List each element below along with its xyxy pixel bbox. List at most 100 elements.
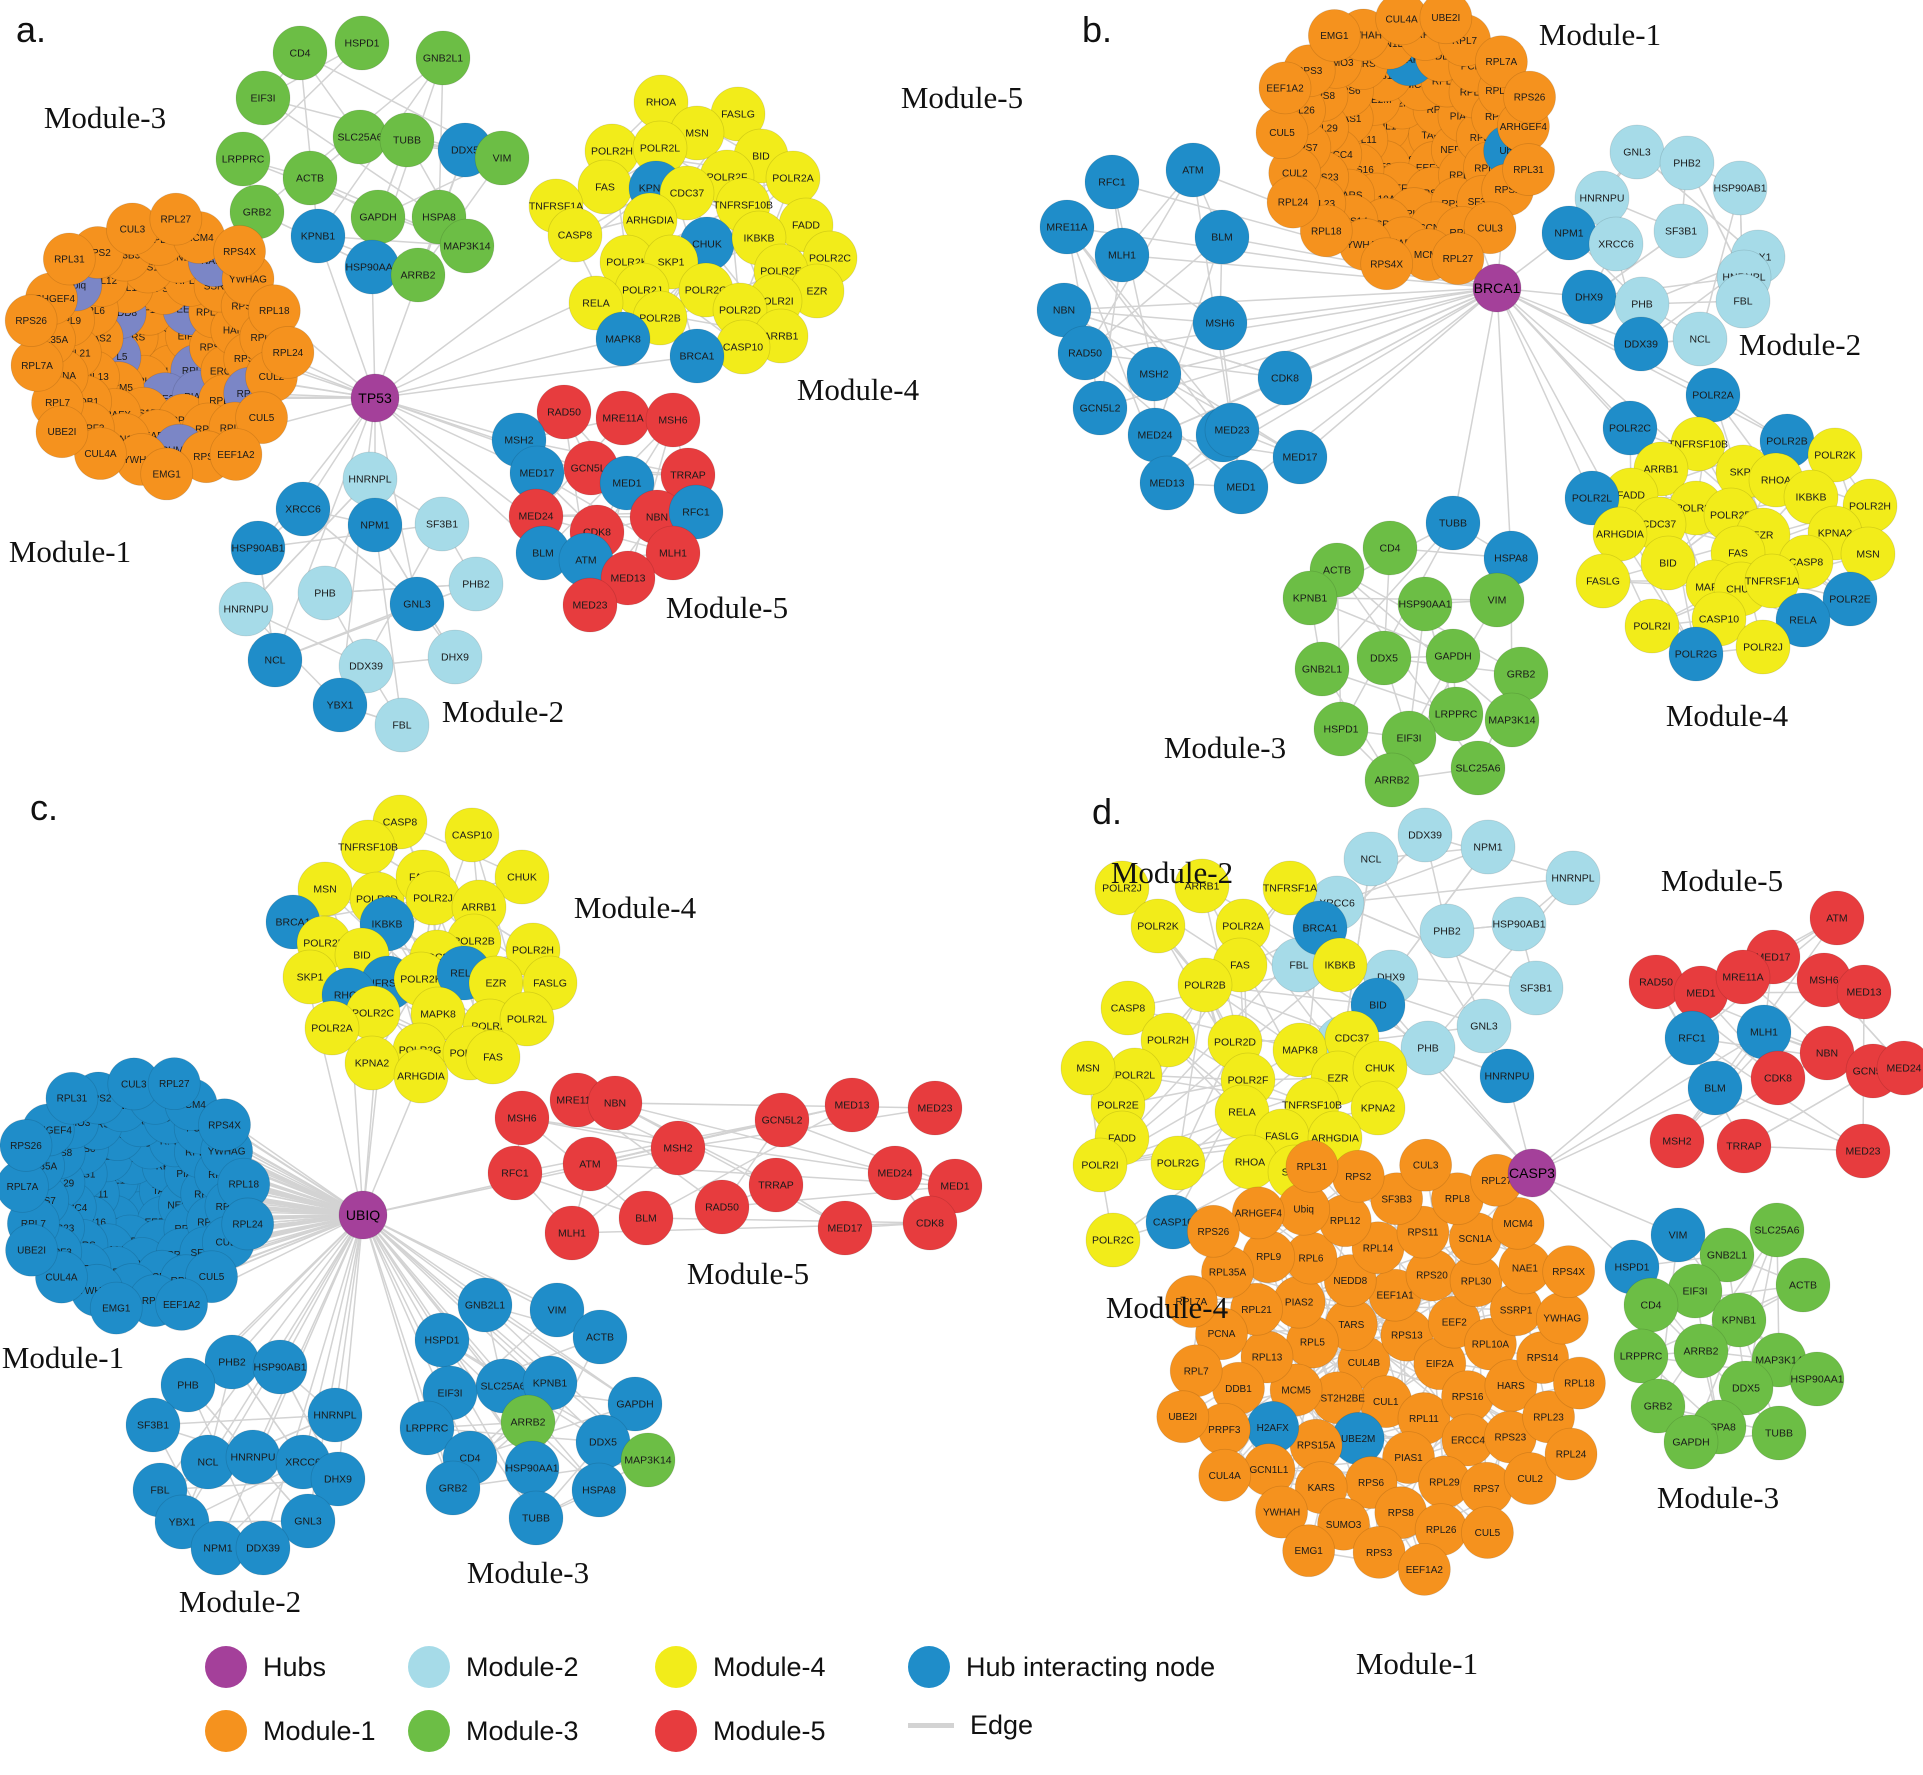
node-POLR2A: POLR2A xyxy=(1685,367,1741,423)
legend-item-Edge: Edge xyxy=(908,1710,1033,1741)
svg-text:UBIQ: UBIQ xyxy=(346,1207,380,1223)
node-CDK8: CDK8 xyxy=(1257,350,1313,406)
node-MAP3K14: MAP3K14 xyxy=(620,1432,676,1488)
node-RPS3: RPS3 xyxy=(1352,1525,1406,1579)
node-HNRNPL: HNRNPL xyxy=(307,1387,363,1443)
svg-text:CASP3: CASP3 xyxy=(1509,1165,1555,1181)
node-ARHGDIA: ARHGDIA xyxy=(393,1048,449,1104)
node-TUBB: TUBB xyxy=(1425,495,1481,551)
legend-item-Module-4: Module-4 xyxy=(655,1646,826,1688)
node-LRPPRC: LRPPRC xyxy=(1613,1328,1669,1384)
module-label-b-Module-1: Module-1 xyxy=(1539,17,1661,52)
svg-text:BRCA1: BRCA1 xyxy=(1474,280,1521,296)
node-RPS26: RPS26 xyxy=(1503,70,1556,124)
node-GNL3: GNL3 xyxy=(1456,998,1512,1054)
node-RPS26: RPS26 xyxy=(4,294,58,347)
node-FBL: FBL xyxy=(374,697,430,753)
node-UBE2I: UBE2I xyxy=(35,405,89,459)
node-HNRNPL: HNRNPL xyxy=(1545,850,1601,906)
node-VIM: VIM xyxy=(474,130,530,186)
node-RPL7: RPL7 xyxy=(1169,1344,1223,1398)
node-MAP3K14: MAP3K14 xyxy=(439,218,495,274)
node-GAPDH: GAPDH xyxy=(1425,628,1481,684)
node-GNL3: GNL3 xyxy=(1609,124,1665,180)
node-EEF1A2: EEF1A2 xyxy=(1258,61,1312,115)
node-SLC25A6: SLC25A6 xyxy=(332,109,388,165)
node-SF3B1: SF3B1 xyxy=(414,496,470,552)
module-label-a-Module-1: Module-1 xyxy=(9,534,131,569)
node-VIM: VIM xyxy=(1469,572,1525,628)
node-SLC25A6: SLC25A6 xyxy=(1749,1202,1805,1258)
node-RAD50: RAD50 xyxy=(536,384,592,440)
node-NPM1: NPM1 xyxy=(347,497,403,553)
legend-label: Module-3 xyxy=(466,1715,579,1746)
node-XRCC6: XRCC6 xyxy=(1588,216,1644,272)
node-CUL5: CUL5 xyxy=(1461,1506,1514,1559)
node-MED23: MED23 xyxy=(562,577,618,633)
node-ARHGEF4: ARHGEF4 xyxy=(1231,1186,1285,1240)
node-RPS26: RPS26 xyxy=(1186,1204,1240,1258)
panel-letter: b. xyxy=(1082,9,1112,50)
node-MRE11A: MRE11A xyxy=(1039,199,1095,255)
node-ACTB: ACTB xyxy=(282,150,338,206)
node-NBN: NBN xyxy=(587,1075,643,1131)
legend-label: Edge xyxy=(970,1710,1034,1740)
node-FASLG: FASLG xyxy=(1575,553,1631,609)
node-POLR2A: POLR2A xyxy=(765,150,821,206)
node-RAD50: RAD50 xyxy=(1057,325,1113,381)
node-POLR2G: POLR2G xyxy=(1668,626,1724,682)
module-label-c-Module-4: Module-4 xyxy=(574,890,697,925)
legend-item-Hubs: Hubs xyxy=(205,1646,326,1688)
node-MED23: MED23 xyxy=(1835,1123,1891,1179)
node-GAPDH: GAPDH xyxy=(1663,1414,1719,1470)
node-ACTB: ACTB xyxy=(1775,1257,1831,1313)
module-label-b-Module-5: Module-5 xyxy=(901,80,1023,115)
module-label-d-Module-3: Module-3 xyxy=(1657,1480,1779,1515)
node-HSP90AA1: HSP90AA1 xyxy=(1397,576,1453,632)
node-EEF1A2: EEF1A2 xyxy=(155,1278,208,1331)
node-MSH2: MSH2 xyxy=(650,1120,706,1176)
node-HNRNPL: HNRNPL xyxy=(342,451,398,507)
node-SF3B1: SF3B1 xyxy=(1508,960,1564,1016)
module-label-a-Module-2: Module-2 xyxy=(442,694,564,729)
node-DDX39: DDX39 xyxy=(1397,807,1453,863)
node-MED13: MED13 xyxy=(1139,455,1195,511)
node-RPL24: RPL24 xyxy=(221,1197,275,1251)
node-MSH6: MSH6 xyxy=(645,392,701,448)
node-IKBKB: IKBKB xyxy=(1312,937,1368,993)
node-KPNA2: KPNA2 xyxy=(344,1035,400,1091)
node-VIM: VIM xyxy=(1650,1207,1706,1263)
legend-item-Module-1: Module-1 xyxy=(205,1710,376,1752)
node-HSPD1: HSPD1 xyxy=(414,1312,470,1368)
node-MSH6: MSH6 xyxy=(494,1090,550,1146)
node-GNB2L1: GNB2L1 xyxy=(457,1277,513,1333)
legend-swatch-m4 xyxy=(655,1646,697,1688)
node-POLR2J: POLR2J xyxy=(405,870,461,926)
node-EMG1: EMG1 xyxy=(89,1281,143,1335)
legend-label: Hub interacting node xyxy=(966,1651,1216,1682)
node-CUL4A: CUL4A xyxy=(1198,1448,1252,1502)
node-DHX9: DHX9 xyxy=(427,629,483,685)
node-MED17: MED17 xyxy=(1272,429,1328,485)
node-RPL31: RPL31 xyxy=(45,1071,99,1125)
node-KPNB1: KPNB1 xyxy=(290,208,346,264)
node-CD4: CD4 xyxy=(272,25,328,81)
node-CUL5: CUL5 xyxy=(1255,106,1309,160)
edge-line-swatch xyxy=(908,1723,954,1728)
node-PHB: PHB xyxy=(297,565,353,621)
node-ATM: ATM xyxy=(1165,142,1221,198)
node-RPS4X: RPS4X xyxy=(213,224,266,278)
node-BLM: BLM xyxy=(618,1190,674,1246)
node-MSN: MSN xyxy=(1060,1040,1116,1096)
node-ACTB: ACTB xyxy=(572,1309,628,1365)
node-MSH6: MSH6 xyxy=(1192,295,1248,351)
node-MSH2: MSH2 xyxy=(1649,1113,1705,1169)
node-RPL31: RPL31 xyxy=(1285,1139,1339,1193)
node-MLH1: MLH1 xyxy=(1094,227,1150,283)
node-EMG1: EMG1 xyxy=(1307,9,1361,62)
node-FAS: FAS xyxy=(465,1029,521,1085)
node-LRPPRC: LRPPRC xyxy=(1428,686,1484,742)
svg-text:TP53: TP53 xyxy=(358,390,392,406)
